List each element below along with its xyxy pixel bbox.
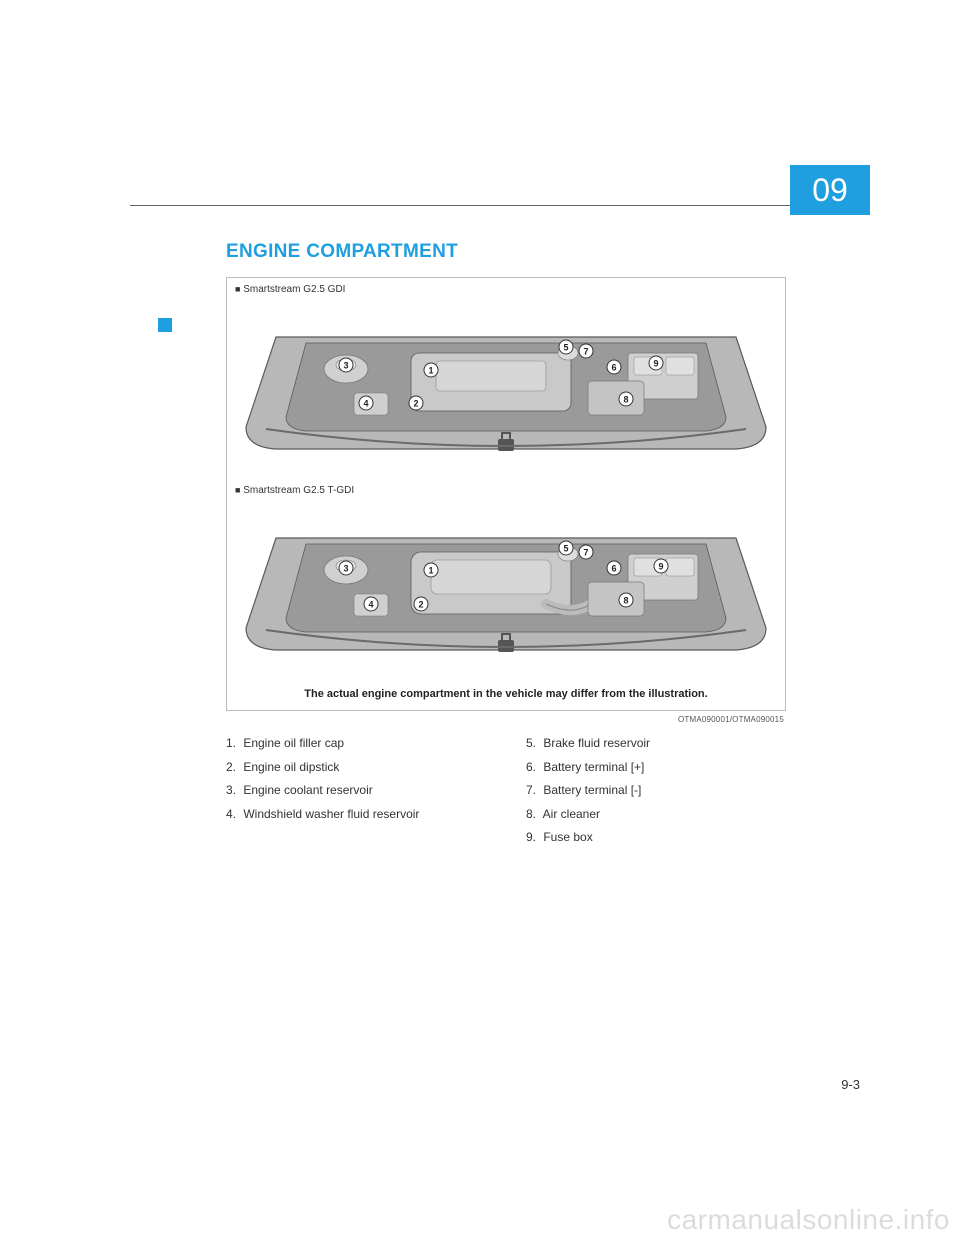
svg-text:7: 7: [583, 347, 588, 357]
svg-text:4: 4: [363, 399, 368, 409]
svg-text:5: 5: [563, 343, 568, 353]
svg-text:9: 9: [653, 359, 658, 369]
svg-text:1: 1: [428, 366, 433, 376]
svg-text:9: 9: [658, 562, 663, 572]
chapter-tab: 09: [790, 165, 870, 215]
legend-item: 8. Air cleaner: [526, 807, 786, 823]
svg-text:5: 5: [563, 544, 568, 554]
svg-text:3: 3: [343, 361, 348, 371]
header-rule: [130, 205, 870, 206]
page-number: 9-3: [841, 1077, 860, 1092]
legend-item: 3. Engine coolant reservoir: [226, 783, 486, 799]
svg-text:2: 2: [418, 600, 423, 610]
legend-item: 2. Engine oil dipstick: [226, 760, 486, 776]
figure-label-1: ■ Smartstream G2.5 GDI: [227, 278, 785, 297]
image-id: OTMA090001/OTMA090015: [226, 715, 784, 724]
legend: 1. Engine oil filler cap 2. Engine oil di…: [226, 736, 786, 854]
svg-text:1: 1: [428, 566, 433, 576]
legend-item: 5. Brake fluid reservoir: [526, 736, 786, 752]
figure-label-2-text: Smartstream G2.5 T-GDI: [243, 485, 354, 496]
svg-text:3: 3: [343, 564, 348, 574]
svg-text:8: 8: [623, 596, 628, 606]
section-title: ENGINE COMPARTMENT: [226, 241, 786, 263]
svg-text:6: 6: [611, 564, 616, 574]
figure-label-2: ■ Smartstream G2.5 T-GDI: [227, 479, 785, 498]
svg-text:8: 8: [623, 395, 628, 405]
svg-text:2: 2: [413, 399, 418, 409]
legend-item: 9. Fuse box: [526, 830, 786, 846]
legend-item: 6. Battery terminal [+]: [526, 760, 786, 776]
figure-caption: The actual engine compartment in the veh…: [227, 680, 785, 710]
main-content: ENGINE COMPARTMENT ■ Smartstream G2.5 GD…: [226, 241, 786, 854]
figure-frame: ■ Smartstream G2.5 GDI 1 2 3 4 5 6 7 8 9 ■ Smart…: [226, 277, 786, 711]
legend-item: 4. Windshield washer fluid reservoir: [226, 807, 486, 823]
legend-right-col: 5. Brake fluid reservoir 6. Battery termi…: [526, 736, 786, 854]
svg-text:4: 4: [368, 600, 373, 610]
legend-left-col: 1. Engine oil filler cap 2. Engine oil di…: [226, 736, 486, 854]
legend-item: 7. Battery terminal [-]: [526, 783, 786, 799]
svg-text:7: 7: [583, 548, 588, 558]
side-marker: [158, 318, 172, 332]
watermark: carmanualsonline.info: [667, 1204, 950, 1236]
engine-illustration-1: 1 2 3 4 5 6 7 8 9: [236, 307, 776, 465]
engine-illustration-2: 1 2 3 4 5 6 7 8 9: [236, 508, 776, 666]
legend-item: 1. Engine oil filler cap: [226, 736, 486, 752]
svg-text:6: 6: [611, 363, 616, 373]
figure-label-1-text: Smartstream G2.5 GDI: [243, 284, 345, 295]
